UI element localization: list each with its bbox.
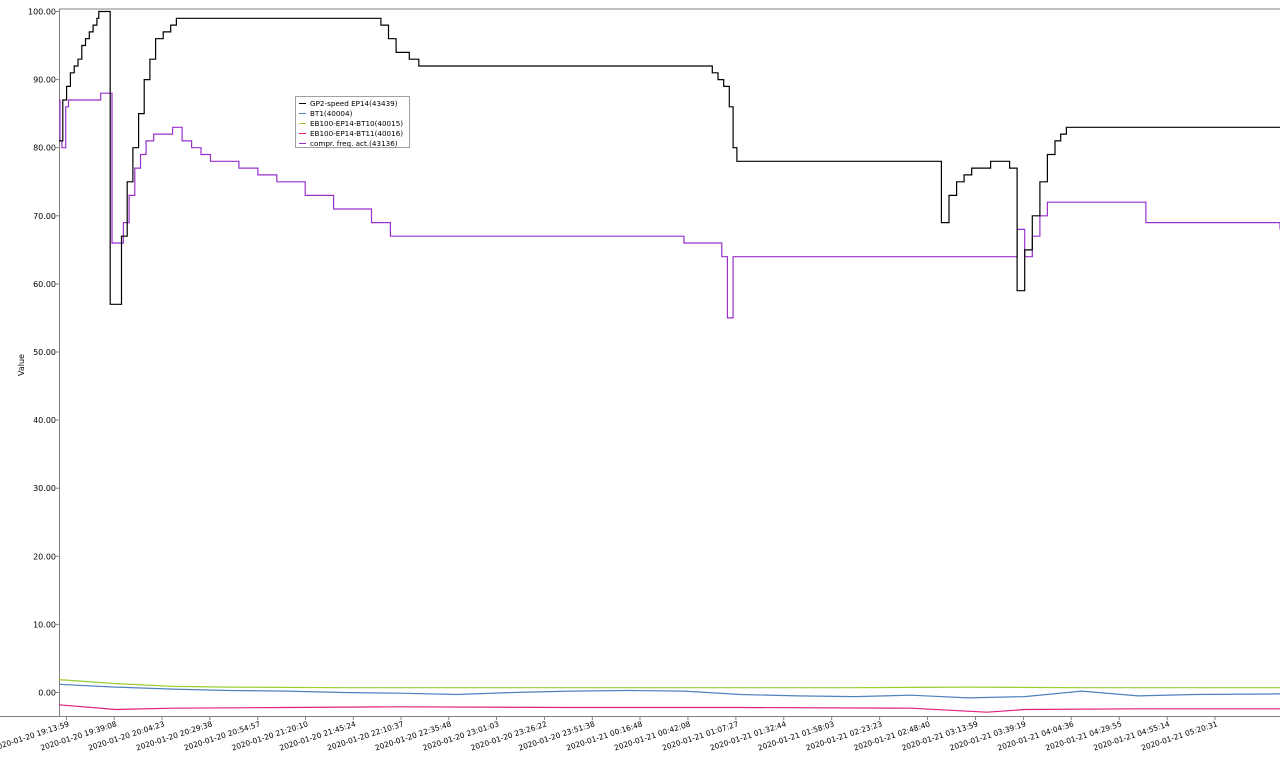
plot-area — [0, 8, 1280, 717]
legend-entry: GP2-speed EP14(43439) — [299, 98, 406, 108]
y-tick-label: 70.00 — [33, 212, 56, 221]
legend-swatch — [299, 102, 306, 104]
legend-label: EB100-EP14-BT10(40015) — [310, 118, 404, 128]
x-tick-label: 2020-01-20 19:13:59 — [0, 719, 70, 752]
legend-swatch — [299, 132, 306, 134]
series-line-3 — [58, 704, 1280, 713]
legend: GP2-speed EP14(43439) BT1(40004) EB100-EP1… — [295, 96, 410, 148]
series-line-2 — [58, 679, 1280, 689]
y-tick-label: 0.00 — [38, 689, 56, 698]
y-tick-label: 60.00 — [33, 280, 56, 289]
y-tick-label: 10.00 — [33, 620, 56, 629]
y-tick-label: 30.00 — [33, 484, 56, 493]
y-tick-label: 80.00 — [33, 144, 56, 153]
y-tick-label: 90.00 — [33, 76, 56, 85]
legend-entry: EB100-EP14-BT11(40016) — [299, 128, 406, 138]
legend-swatch — [299, 142, 306, 144]
legend-label: compr. freq. act.(43136) — [310, 138, 398, 148]
legend-label: GP2-speed EP14(43439) — [310, 98, 398, 108]
y-tick-label: 40.00 — [33, 416, 56, 425]
legend-entry: EB100-EP14-BT10(40015) — [299, 118, 406, 128]
legend-entry: compr. freq. act.(43136) — [299, 138, 406, 148]
series-layer — [58, 10, 1280, 713]
y-tick-label: 50.00 — [33, 348, 56, 357]
series-line-1 — [58, 683, 1280, 699]
legend-swatch — [299, 112, 306, 114]
y-tick-label: 100.00 — [28, 8, 56, 17]
legend-swatch — [299, 122, 306, 124]
y-tick-label: 20.00 — [33, 552, 56, 561]
legend-label: EB100-EP14-BT11(40016) — [310, 128, 404, 138]
series-line-4 — [59, 92, 1280, 319]
series-line-0 — [59, 10, 1280, 305]
y-axis: 100.00 90.00 80.00 70.00 60.00 50.00 40.00 30.0… — [28, 8, 59, 698]
legend-label: BT1(40004) — [310, 108, 353, 118]
y-axis-label: Value — [17, 354, 26, 376]
legend-entry: BT1(40004) — [299, 108, 406, 118]
